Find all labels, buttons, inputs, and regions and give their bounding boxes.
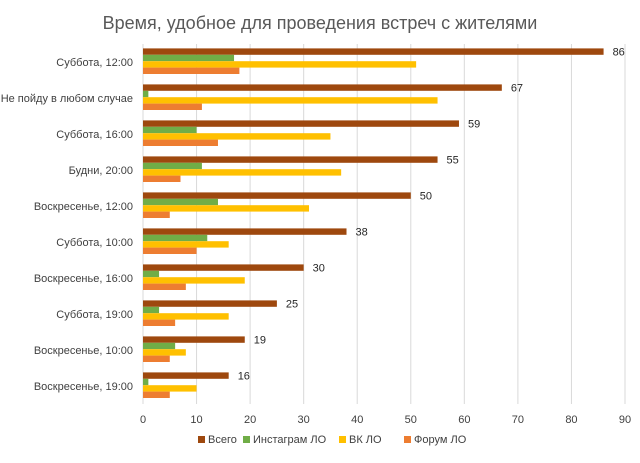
- legend-swatch: [243, 436, 250, 443]
- data-label: 19: [254, 335, 266, 347]
- category-label: Воскресенье, 19:00: [34, 381, 133, 393]
- bar: [143, 48, 604, 55]
- bars: [143, 48, 604, 398]
- x-tick-label: 60: [458, 414, 470, 426]
- chart-title: Время, удобное для проведения встреч с ж…: [103, 13, 538, 33]
- bar: [143, 385, 197, 392]
- category-label: Будни, 20:00: [69, 165, 133, 177]
- bar: [143, 175, 181, 182]
- bar: [143, 228, 347, 235]
- bar: [143, 133, 331, 140]
- bar: [143, 162, 202, 170]
- bar: [143, 120, 459, 127]
- data-label: 16: [238, 371, 250, 383]
- bar: [143, 67, 240, 74]
- x-tick-label: 30: [298, 414, 310, 426]
- legend-label: Инстаграм ЛО: [253, 434, 327, 446]
- bar: [143, 306, 160, 314]
- bar: [143, 126, 197, 134]
- data-label: 30: [313, 263, 325, 275]
- legend-label: Всего: [208, 434, 237, 446]
- data-label: 25: [286, 299, 298, 311]
- legend-swatch: [339, 436, 346, 443]
- bar: [143, 139, 218, 146]
- bar: [143, 349, 186, 356]
- legend-swatch: [404, 436, 411, 443]
- bar: [143, 313, 229, 320]
- bar: [143, 247, 197, 254]
- bar: [143, 300, 277, 307]
- bar: [143, 205, 310, 212]
- bar: [143, 90, 149, 98]
- data-label: 67: [511, 83, 523, 95]
- bar: [143, 61, 417, 68]
- bar: [143, 54, 235, 62]
- bar: [143, 264, 304, 271]
- bar: [143, 336, 245, 343]
- bar: [143, 372, 229, 379]
- x-tick-label: 20: [244, 414, 256, 426]
- data-labels: 86 67 59 55 50 38 30 25 19 16: [238, 47, 625, 383]
- bar: [143, 355, 170, 362]
- data-label: 86: [613, 47, 625, 59]
- data-label: 55: [447, 155, 459, 167]
- category-label: Не пойду в любом случае: [1, 93, 133, 105]
- bar: [143, 198, 218, 206]
- bar: [143, 277, 245, 284]
- bar: [143, 84, 502, 91]
- bar: [143, 319, 176, 326]
- x-tick-label: 0: [140, 414, 146, 426]
- legend-label: ВК ЛО: [349, 434, 382, 446]
- data-label: 59: [468, 119, 480, 131]
- bar: [143, 342, 176, 350]
- category-label: Суббота, 19:00: [56, 309, 133, 321]
- x-tick-label: 80: [565, 414, 577, 426]
- x-tick-label: 70: [512, 414, 524, 426]
- category-label: Суббота, 12:00: [56, 57, 133, 69]
- x-tick-label: 50: [405, 414, 417, 426]
- x-tick-labels: 0 10 20 30 40 50 60 70 80 90: [140, 414, 631, 426]
- category-label: Суббота, 10:00: [56, 237, 133, 249]
- category-label: Воскресенье, 16:00: [34, 273, 133, 285]
- legend-label: Форум ЛО: [414, 434, 467, 446]
- bar: [143, 211, 170, 218]
- bar: [143, 234, 208, 242]
- data-label: 50: [420, 191, 432, 203]
- bar: [143, 391, 170, 398]
- legend-swatch: [198, 436, 205, 443]
- category-label: Воскресенье, 10:00: [34, 345, 133, 357]
- bar: [143, 270, 160, 278]
- category-label: Суббота, 16:00: [56, 129, 133, 141]
- category-labels: Суббота, 12:00 Не пойду в любом случае Суб…: [1, 57, 133, 393]
- category-label: Воскресенье, 12:00: [34, 201, 133, 213]
- bar: [143, 283, 186, 290]
- bar: [143, 97, 438, 104]
- legend: Всего Инстаграм ЛО ВК ЛО Форум ЛО: [198, 434, 467, 446]
- bar: [143, 169, 342, 176]
- x-tick-label: 10: [190, 414, 202, 426]
- x-tick-label: 90: [619, 414, 631, 426]
- bar: [143, 192, 411, 199]
- bar: [143, 103, 202, 110]
- bar: [143, 378, 149, 386]
- data-label: 38: [356, 227, 368, 239]
- bar: [143, 241, 229, 248]
- bar: [143, 156, 438, 163]
- x-tick-label: 40: [351, 414, 363, 426]
